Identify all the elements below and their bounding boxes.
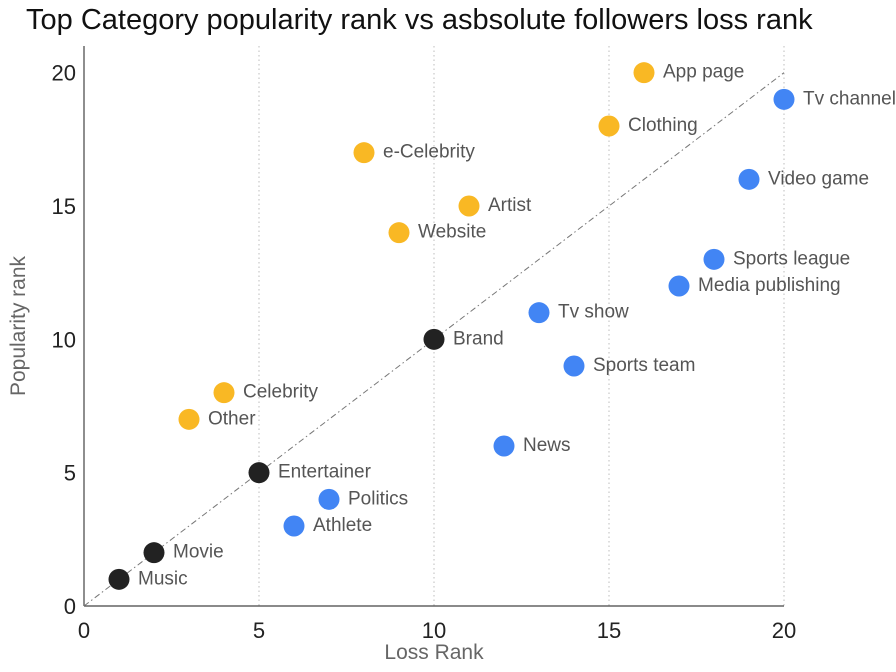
x-tick-label: 5 [253, 618, 265, 643]
y-axis-title: Popularity rank [7, 255, 30, 396]
data-point [353, 142, 375, 164]
data-point [668, 275, 690, 297]
data-point [738, 168, 760, 190]
data-point-label: Entertainer [278, 462, 372, 483]
data-point [563, 355, 585, 377]
data-point-label: Other [208, 408, 256, 429]
data-point [283, 515, 305, 537]
data-point-label: Media publishing [698, 275, 841, 296]
data-point-label: App page [663, 62, 744, 83]
data-point-label: Clothing [628, 115, 698, 136]
chart-title: Top Category popularity rank vs asbsolut… [26, 4, 813, 36]
axis-layer: 0 5 10 15 20 0 5 10 15 20 [52, 46, 796, 643]
reference-line-layer [83, 72, 785, 607]
x-tick-label: 10 [422, 618, 446, 643]
points-layer [108, 62, 795, 590]
data-point [178, 408, 200, 430]
x-tick-label: 0 [78, 618, 90, 643]
data-point [703, 248, 725, 270]
data-point [493, 435, 515, 457]
data-point [318, 488, 340, 510]
x-axis-title: Loss Rank [384, 641, 484, 664]
data-point [213, 382, 235, 404]
data-point-label: Sports league [733, 248, 850, 269]
data-point [108, 568, 130, 590]
point-labels-layer: App page Tv channel Clothing e-Celebrity Vid… [138, 62, 896, 590]
data-point [143, 542, 165, 564]
x-tick-label: 15 [597, 618, 621, 643]
y-tick-label: 0 [64, 594, 76, 619]
data-point [388, 222, 410, 244]
y-tick-label: 15 [52, 194, 76, 219]
data-point-label: Politics [348, 488, 408, 509]
data-point [423, 328, 445, 350]
data-point-label: Website [418, 222, 486, 243]
y-tick-label: 20 [52, 61, 76, 86]
data-point-label: Brand [453, 328, 504, 349]
data-point [248, 462, 270, 484]
data-point-label: Music [138, 568, 188, 589]
data-point-label: Celebrity [243, 382, 318, 403]
y-tick-label: 10 [52, 327, 76, 352]
data-point-label: Video game [768, 168, 869, 189]
data-point [773, 88, 795, 110]
data-point-label: Sports team [593, 355, 695, 376]
data-point-label: e-Celebrity [383, 142, 475, 163]
data-point [528, 302, 550, 324]
data-point [633, 62, 655, 84]
reference-diagonal-line [83, 72, 785, 607]
data-point-label: Artist [488, 195, 532, 216]
grid-layer [258, 46, 785, 606]
x-tick-label: 20 [772, 618, 796, 643]
data-point-label: Movie [173, 542, 224, 563]
data-point [458, 195, 480, 217]
data-point-label: Tv channel [803, 88, 896, 109]
data-point-label: News [523, 435, 571, 456]
data-point [598, 115, 620, 137]
data-point-label: Athlete [313, 515, 372, 536]
data-point-label: Tv show [558, 302, 629, 323]
y-tick-label: 5 [64, 461, 76, 486]
